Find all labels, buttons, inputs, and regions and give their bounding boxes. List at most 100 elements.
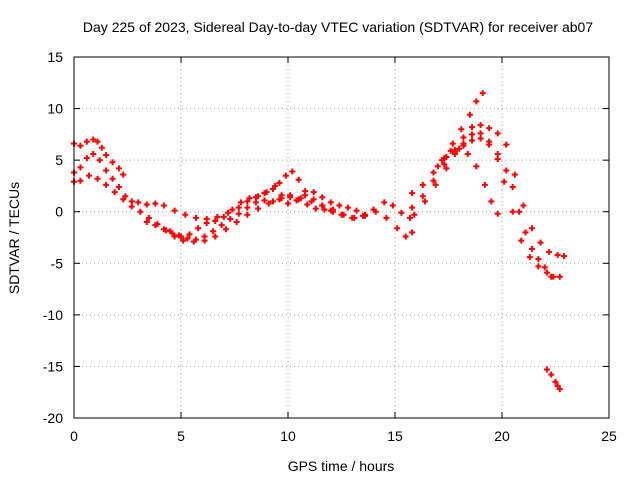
data-point [115,165,122,172]
data-point [458,126,465,133]
data-point [451,148,458,155]
data-point [473,98,480,105]
data-point [255,205,262,212]
data-point [381,199,388,206]
data-point [270,186,277,193]
data-point [278,195,285,202]
data-point [120,196,127,203]
data-point [430,177,437,184]
data-point [160,226,167,233]
data-point [554,383,561,390]
data-point [402,233,409,240]
data-point [409,229,416,236]
data-point [501,178,508,185]
data-point [447,147,454,154]
data-point [389,202,396,209]
data-point [310,189,317,196]
data-point [220,213,227,220]
data-point [244,204,251,211]
data-point [282,172,289,179]
data-point [522,229,529,236]
data-point [494,130,501,137]
data-point [218,222,225,229]
data-point [83,155,90,162]
data-point [94,175,101,182]
data-point [171,233,178,240]
data-point [554,252,561,259]
data-point [362,211,369,218]
data-point [340,211,347,218]
data-point [494,210,501,217]
series-track-9 [439,145,501,217]
data-point [419,181,426,188]
data-point [128,203,135,210]
grid-lines [74,57,609,418]
data-point [175,232,182,239]
data-point [411,211,418,218]
data-point [295,196,302,203]
data-point [419,193,426,200]
chart-title: Day 225 of 2023, Sidereal Day-to-day VTE… [83,19,593,35]
data-point [98,144,105,151]
data-point [263,189,270,196]
data-point [252,199,259,206]
data-point [201,233,208,240]
x-tick-label: 10 [280,428,296,444]
x-axis-label: GPS time / hours [288,458,395,474]
data-point [246,195,253,202]
data-point [261,197,268,204]
data-point [439,157,446,164]
data-point [466,111,473,118]
data-point [488,198,495,205]
data-point [543,269,550,276]
data-point [233,219,240,226]
data-point [398,209,405,216]
data-point [432,181,439,188]
data-point [255,193,262,200]
series-track-1 [71,136,127,178]
data-point [319,202,326,209]
data-point [383,214,390,221]
data-point [103,151,110,158]
data-point [186,231,193,238]
series-track-10 [434,135,555,280]
data-point [235,204,242,211]
data-point [321,206,328,213]
data-point [212,217,219,224]
data-point [160,202,167,209]
data-point [276,179,283,186]
x-tick-label: 25 [601,428,617,444]
data-point [192,236,199,243]
data-point [195,225,202,232]
data-point [443,165,450,172]
data-point [285,200,291,207]
data-point [443,154,450,161]
data-point [83,138,90,145]
data-point [469,124,476,131]
axis-ticks: 0 5 10 15 20 25 -20 -15 -10 -5 0 5 10 15 [43,49,617,444]
data-points [71,90,568,393]
y-tick-label: 15 [47,49,63,65]
data-point [192,214,199,221]
data-point [237,199,244,206]
data-point [344,204,351,211]
data-point [77,177,84,184]
data-point [430,169,437,176]
data-point [528,245,535,252]
data-point [329,208,336,215]
data-point [171,207,178,214]
data-point [77,164,84,171]
data-point [541,264,548,271]
data-point [394,225,401,232]
series-track-3 [71,172,416,245]
data-point [409,204,416,211]
data-point [535,256,542,263]
y-tick-label: -10 [43,307,63,323]
y-tick-label: 0 [55,204,63,220]
data-point [469,137,476,144]
data-point [460,134,467,141]
data-point [535,263,542,270]
data-point [409,190,416,197]
data-point [143,201,150,208]
